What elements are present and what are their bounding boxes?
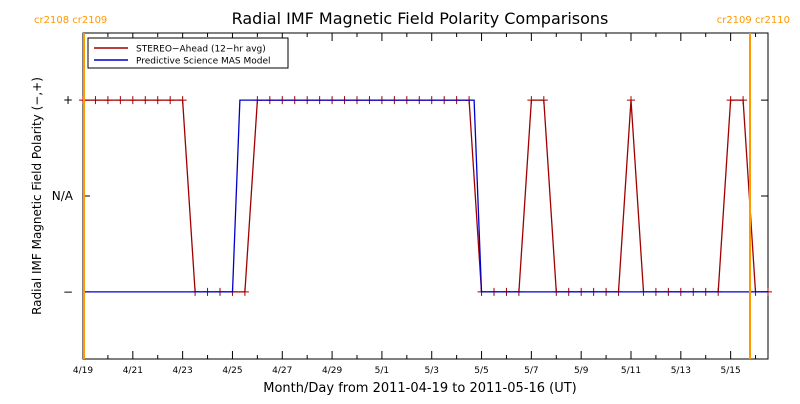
chart-title: Radial IMF Magnetic Field Polarity Compa… [232, 9, 609, 28]
x-tick-label: 5/13 [671, 366, 691, 376]
series-line-1 [83, 99, 768, 293]
data-point-marker [116, 96, 125, 105]
x-tick-label: 4/21 [123, 366, 143, 376]
plot-frame [82, 32, 769, 360]
legend-label: Predictive Science MAS Model [136, 57, 271, 67]
x-tick-label: 5/9 [574, 366, 589, 376]
x-tick-label: 4/25 [222, 366, 242, 376]
x-tick-label: 5/1 [375, 366, 389, 376]
data-point-marker [91, 96, 100, 105]
x-tick-label: 4/29 [322, 366, 342, 376]
y-tick-label: + [63, 93, 73, 107]
x-tick-label: 4/19 [73, 366, 93, 376]
x-tick-label: 4/23 [173, 366, 193, 376]
data-point-marker [128, 96, 137, 105]
y-tick-label: N/A [52, 189, 74, 203]
data-point-marker [739, 96, 748, 105]
data-point-marker [178, 96, 187, 105]
data-point-marker [166, 96, 175, 105]
data-point-marker [153, 96, 162, 105]
x-tick-label: 5/11 [621, 366, 641, 376]
x-axis-label: Month/Day from 2011-04-19 to 2011-05-16 … [263, 381, 576, 396]
legend-box [87, 37, 289, 69]
data-point-marker [726, 96, 735, 105]
data-point-marker [240, 287, 249, 296]
data-point-marker [539, 96, 548, 105]
x-tick-label: 5/5 [474, 366, 488, 376]
cr-label-left: cr2108 cr2109 [34, 15, 107, 26]
cr-label-right: cr2109 cr2110 [717, 15, 790, 26]
data-point-marker [527, 96, 536, 105]
x-tick-label: 5/3 [424, 366, 438, 376]
legend-label: STEREO−Ahead (12−hr avg) [136, 45, 266, 55]
x-tick-label: 5/7 [524, 366, 538, 376]
data-point-marker [103, 96, 112, 105]
y-axis-label: Radial IMF Magnetic Field Polarity (−,+) [30, 77, 44, 315]
series-line-0 [83, 99, 768, 293]
x-tick-label: 5/15 [721, 366, 741, 376]
x-tick-label: 4/27 [272, 366, 292, 376]
data-point-marker [141, 96, 150, 105]
data-point-marker [627, 96, 635, 105]
y-tick-label: − [63, 285, 73, 299]
